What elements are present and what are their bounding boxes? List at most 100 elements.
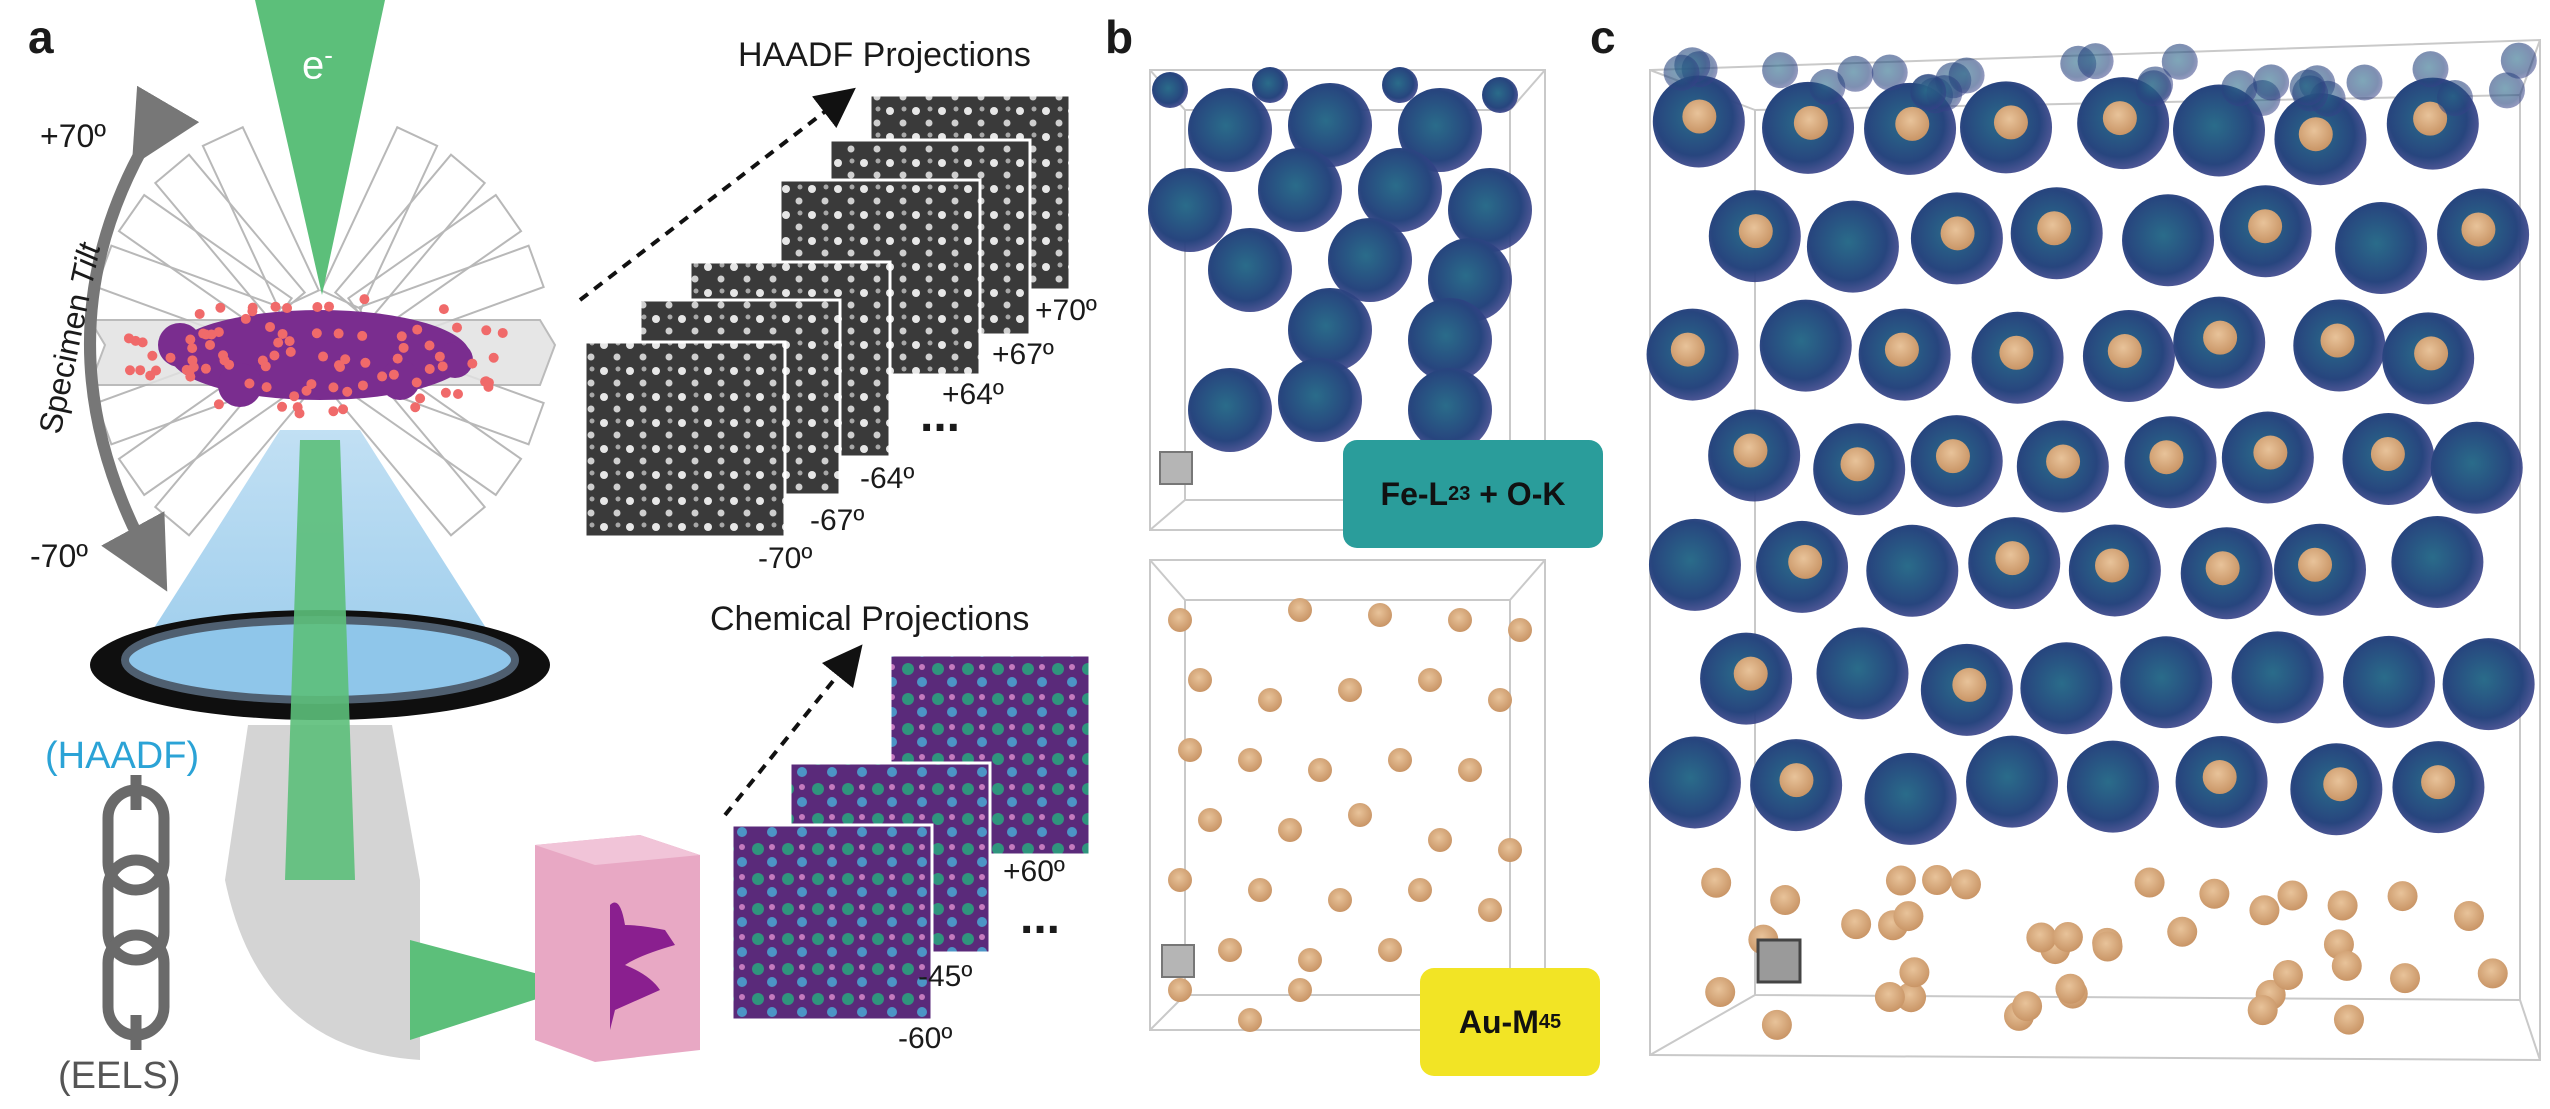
- panel-letter-a: a: [28, 11, 54, 63]
- gold-particle: [1238, 1008, 1262, 1032]
- fe-oxide-particle: [2077, 43, 2114, 80]
- fe-oxide-particle: [2289, 69, 2326, 106]
- gold-dot: [187, 343, 198, 354]
- gold-dot: [198, 328, 209, 339]
- gold-particle: [1348, 803, 1372, 827]
- gold-core-particle: [2202, 760, 2237, 795]
- gold-particle: [1288, 598, 1312, 622]
- fe-oxide-particle: [1382, 67, 1418, 103]
- fe-oxide-particle: [1816, 627, 1909, 720]
- tilt-arrow: [84, 85, 200, 592]
- gold-particle: [1761, 1009, 1792, 1040]
- gold-dot: [261, 382, 272, 393]
- gold-particle: [1885, 865, 1916, 896]
- fe-oxide-particle: [1288, 288, 1372, 372]
- gold-particle: [1701, 867, 1732, 898]
- gold-dot: [260, 361, 271, 372]
- eels-signal-label: (EELS): [58, 1055, 181, 1097]
- gold-core-particle: [1788, 544, 1823, 579]
- gold-particle: [2477, 958, 2508, 989]
- gold-core-particle: [1999, 335, 2034, 370]
- gold-dot: [333, 328, 344, 339]
- gold-core-particle: [2095, 548, 2130, 583]
- gold-dot: [247, 302, 258, 313]
- fe-oxide-particle: [2066, 740, 2159, 833]
- fe-oxide-particle: [2442, 638, 2535, 731]
- gold-particle: [2277, 880, 2308, 911]
- gold-dot: [273, 337, 284, 348]
- fe-badge-tail: + O-K: [1470, 475, 1566, 512]
- fe-oxide-particle: [1910, 74, 1947, 111]
- fe-oxide-particle: [1866, 524, 1959, 617]
- gold-particle: [1168, 978, 1192, 1002]
- fe-oxide-particle: [2122, 194, 2215, 287]
- gold-dot: [282, 303, 293, 314]
- fe-oxide-particle: [2135, 70, 2172, 107]
- gold-dot: [396, 331, 407, 342]
- gold-particle: [1922, 865, 1953, 896]
- fe-oxide-particle: [2500, 42, 2537, 79]
- tilt-bottom-angle: -70º: [30, 538, 88, 574]
- gold-core-particle: [1895, 106, 1930, 141]
- gold-dot: [200, 363, 211, 374]
- fe-oxide-particle: [1762, 52, 1799, 89]
- gold-core-particle: [2421, 765, 2456, 800]
- gold-dot: [488, 352, 499, 363]
- fe-oxide-particle: [1864, 752, 1957, 845]
- gold-dot: [240, 313, 251, 324]
- combined-particles: [1646, 42, 2537, 1040]
- gold-particle: [1238, 748, 1262, 772]
- gold-core-particle: [1738, 214, 1773, 249]
- fe-oxide-particles-top: [1148, 67, 1532, 452]
- gold-particle: [1893, 901, 1924, 932]
- electron-beam: [255, 0, 385, 295]
- haadf-projections-title: HAADF Projections: [738, 36, 1031, 74]
- gold-dot: [289, 391, 300, 402]
- gold-dot: [269, 350, 280, 361]
- gold-dot: [424, 364, 435, 375]
- gold-core-particle: [2323, 767, 2358, 802]
- gold-core-particle: [1733, 656, 1768, 691]
- gold-core-particle: [2248, 209, 2283, 244]
- gold-core-particle: [2461, 212, 2496, 247]
- gold-dot: [328, 382, 339, 393]
- fe-oxide-particle: [1258, 148, 1342, 232]
- gold-dot: [328, 406, 339, 417]
- gold-dot: [312, 301, 323, 312]
- gold-dot: [324, 301, 335, 312]
- scale-cube-b-top: [1159, 451, 1193, 485]
- gold-particle: [1418, 668, 1442, 692]
- gold-dot: [481, 325, 492, 336]
- gold-dot: [311, 328, 322, 339]
- gold-dot: [215, 302, 226, 313]
- gold-particle: [1488, 688, 1512, 712]
- spectrometer-prism: [225, 880, 420, 1060]
- chem-angle-1: +60º: [1003, 855, 1065, 888]
- gold-dot: [151, 365, 162, 376]
- gold-dot: [270, 301, 281, 312]
- gold-particle: [2453, 901, 2484, 932]
- panel-letter-c: c: [1590, 11, 1616, 63]
- gold-dot: [301, 385, 312, 396]
- gold-particle: [1248, 878, 1272, 902]
- gold-dot: [360, 357, 371, 368]
- beam-sup: -: [324, 40, 333, 70]
- gold-particle: [2249, 895, 2280, 926]
- haadf-angle-6: -70º: [758, 542, 813, 575]
- fe-o-edge-badge: Fe-L 23 + O-K: [1343, 440, 1603, 548]
- gold-core-particle: [1995, 541, 2030, 576]
- panel-letter-b: b: [1105, 11, 1134, 63]
- gold-particle: [1508, 618, 1532, 642]
- gold-dot: [187, 355, 198, 366]
- fe-oxide-particle: [1398, 88, 1482, 172]
- gold-dot: [440, 387, 451, 398]
- gold-dot: [213, 399, 224, 410]
- au-badge-main: Au-M: [1458, 1003, 1539, 1040]
- gold-particle: [2134, 867, 2165, 898]
- eels-spectrum-icon: [610, 902, 675, 1030]
- scale-cube-c: [1756, 938, 1802, 984]
- fe-oxide-particle: [1966, 735, 2059, 828]
- beam-symbol: e: [302, 43, 325, 88]
- gold-particle: [1950, 869, 1981, 900]
- gold-core-particle: [2205, 551, 2240, 586]
